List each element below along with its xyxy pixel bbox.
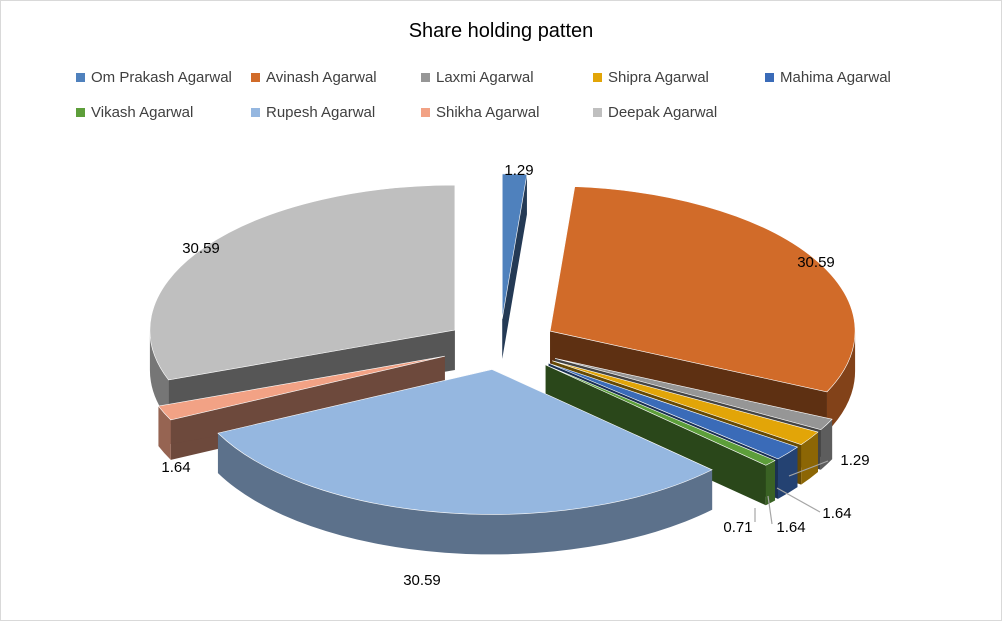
legend-swatch (593, 72, 602, 82)
data-label-mahima-agarwal: 1.64 (776, 519, 805, 536)
data-label-avinash-agarwal: 30.59 (797, 254, 835, 271)
slice-side (801, 432, 818, 485)
slice-side (217, 433, 713, 555)
slice-shikha-agarwal (157, 355, 445, 421)
leader-line (788, 460, 829, 477)
data-label-shipra-agarwal: 1.64 (822, 505, 851, 522)
leader-lines (754, 460, 829, 525)
legend-item-deepak-agarwal: Deepak Agarwal (593, 102, 717, 122)
slice-deepak-agarwal (149, 184, 456, 381)
slice-rupesh-agarwal (217, 369, 713, 515)
legend-label: Vikash Agarwal (91, 103, 194, 121)
legend-swatch (765, 72, 774, 82)
data-label-shikha-agarwal: 1.64 (161, 459, 190, 476)
slice-mahima-agarwal (548, 362, 799, 460)
legend-label: Avinash Agarwal (266, 68, 377, 86)
legend-item-shikha-agarwal: Shikha Agarwal (421, 102, 539, 122)
legend-swatch (421, 72, 430, 82)
legend-swatch (76, 107, 85, 117)
slice-vikash-agarwal (545, 364, 776, 466)
leader-line (767, 495, 773, 525)
legend-swatch (421, 107, 430, 117)
slice-side (158, 406, 171, 460)
legend-item-om-prakash-agarwal: Om Prakash Agarwal (76, 67, 232, 87)
slice-side (149, 330, 169, 420)
slice-wall (158, 356, 445, 447)
slice-side (765, 460, 776, 506)
legend-item-shipra-agarwal: Shipra Agarwal (593, 67, 709, 87)
legend-label: Deepak Agarwal (608, 103, 718, 121)
data-label-om-prakash-agarwal: 1.29 (504, 162, 533, 179)
legend-label: Shipra Agarwal (608, 68, 709, 86)
slice-side (777, 447, 798, 499)
legend-item-mahima-agarwal: Mahima Agarwal (765, 67, 891, 87)
data-labels: 1.29 30.59 1.29 1.64 1.64 0.71 30.59 1.64 30.59 (161, 162, 869, 589)
slice-laxmi-agarwal (555, 358, 833, 431)
data-label-rupesh-agarwal: 30.59 (403, 572, 441, 589)
legend-label: Om Prakash Agarwal (91, 68, 232, 86)
slice-shipra-agarwal (552, 360, 819, 445)
slice-avinash-agarwal (549, 186, 856, 393)
legend-label: Laxmi Agarwal (436, 68, 534, 86)
legend-swatch (76, 72, 85, 82)
legend-item-rupesh-agarwal: Rupesh Agarwal (251, 102, 375, 122)
chart-title: Share holding patten (408, 20, 594, 42)
legend-swatch (251, 72, 260, 82)
legend-label: Mahima Agarwal (780, 68, 891, 86)
data-label-deepak-agarwal: 30.59 (182, 240, 220, 257)
legend-label: Shikha Agarwal (436, 103, 540, 121)
legend-item-avinash-agarwal: Avinash Agarwal (251, 67, 377, 87)
legend-swatch (593, 107, 602, 117)
pie-tops (149, 173, 856, 515)
slice-side (826, 331, 856, 432)
slice-om-prakash-agarwal (501, 173, 528, 319)
slice-wall (502, 174, 527, 359)
slice-side (820, 419, 833, 470)
data-label-laxmi-agarwal: 1.29 (840, 452, 869, 469)
legend-item-vikash-agarwal: Vikash Agarwal (76, 102, 193, 122)
legend-item-laxmi-agarwal: Laxmi Agarwal (421, 67, 534, 87)
data-label-vikash-agarwal: 0.71 (723, 519, 752, 536)
legend-swatch (251, 107, 260, 117)
leader-line (776, 487, 821, 513)
legend-label: Rupesh Agarwal (266, 103, 376, 121)
